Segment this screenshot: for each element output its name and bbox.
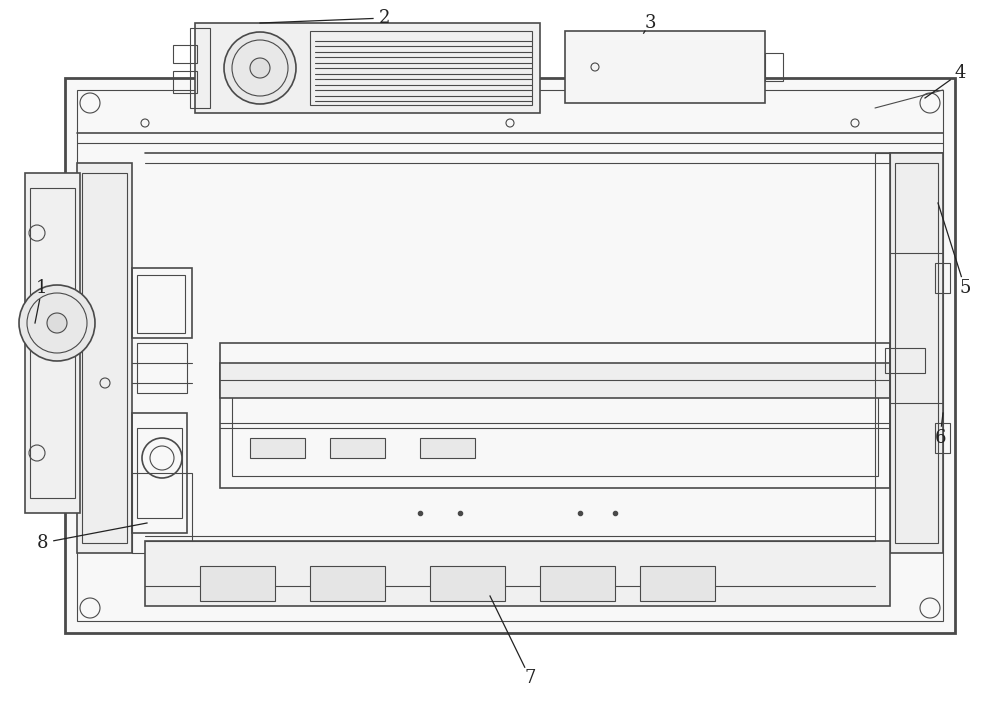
Circle shape xyxy=(19,285,95,361)
Bar xyxy=(895,163,938,543)
Circle shape xyxy=(250,58,270,78)
Bar xyxy=(935,423,950,453)
Bar xyxy=(173,45,197,63)
Bar xyxy=(935,263,950,293)
Bar xyxy=(25,173,80,513)
Bar xyxy=(540,566,615,601)
Bar xyxy=(875,153,890,553)
Bar xyxy=(310,31,532,105)
Bar xyxy=(200,566,275,601)
Bar xyxy=(82,173,127,543)
Bar xyxy=(250,438,305,458)
Bar xyxy=(330,438,385,458)
Bar xyxy=(890,153,943,553)
Bar xyxy=(145,541,890,606)
Bar xyxy=(137,428,182,518)
Bar xyxy=(430,566,505,601)
Bar xyxy=(420,438,475,458)
Circle shape xyxy=(224,32,296,104)
Text: 2: 2 xyxy=(379,9,391,27)
Bar xyxy=(65,78,955,633)
Bar xyxy=(220,343,890,488)
Bar xyxy=(195,23,540,113)
Bar xyxy=(30,188,75,498)
Text: 6: 6 xyxy=(934,429,946,447)
Bar xyxy=(132,268,192,338)
Circle shape xyxy=(47,313,67,333)
Bar xyxy=(77,90,943,621)
Text: 7: 7 xyxy=(524,669,536,687)
Bar xyxy=(132,473,192,553)
Bar xyxy=(232,391,878,476)
Text: 5: 5 xyxy=(959,279,971,297)
Bar xyxy=(565,31,765,103)
Text: 8: 8 xyxy=(36,534,48,552)
Bar xyxy=(77,163,132,553)
Bar xyxy=(765,53,783,81)
Bar xyxy=(640,566,715,601)
Text: 4: 4 xyxy=(954,64,966,82)
Bar xyxy=(220,363,890,398)
Bar xyxy=(173,71,197,93)
Text: 3: 3 xyxy=(644,14,656,32)
Bar xyxy=(137,275,185,333)
Bar xyxy=(885,348,925,373)
Bar xyxy=(190,28,210,108)
Text: 1: 1 xyxy=(36,279,48,297)
Bar xyxy=(137,343,187,393)
Bar xyxy=(132,413,187,533)
Bar xyxy=(310,566,385,601)
